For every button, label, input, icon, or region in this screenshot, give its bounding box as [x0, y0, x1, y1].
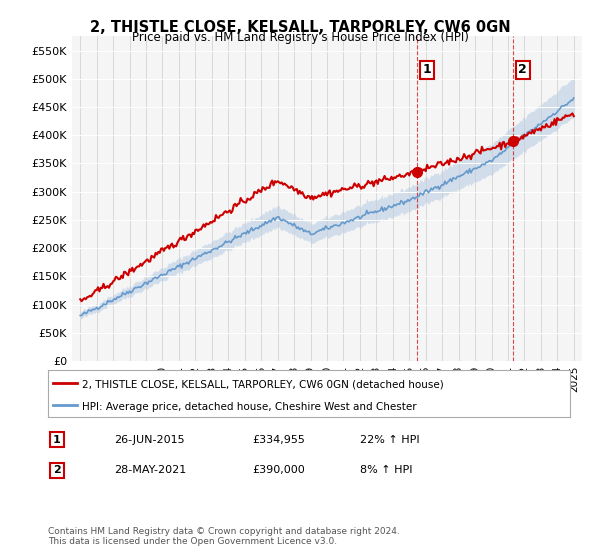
Text: 2: 2 — [53, 465, 61, 475]
Text: 8% ↑ HPI: 8% ↑ HPI — [360, 465, 413, 475]
Text: 2, THISTLE CLOSE, KELSALL, TARPORLEY, CW6 0GN (detached house): 2, THISTLE CLOSE, KELSALL, TARPORLEY, CW… — [82, 380, 443, 390]
Text: 22% ↑ HPI: 22% ↑ HPI — [360, 435, 419, 445]
Text: 2, THISTLE CLOSE, KELSALL, TARPORLEY, CW6 0GN: 2, THISTLE CLOSE, KELSALL, TARPORLEY, CW… — [89, 20, 511, 35]
Text: Price paid vs. HM Land Registry's House Price Index (HPI): Price paid vs. HM Land Registry's House … — [131, 31, 469, 44]
Text: £390,000: £390,000 — [252, 465, 305, 475]
Text: £334,955: £334,955 — [252, 435, 305, 445]
Text: 28-MAY-2021: 28-MAY-2021 — [114, 465, 186, 475]
Text: 2: 2 — [518, 63, 527, 76]
Text: HPI: Average price, detached house, Cheshire West and Chester: HPI: Average price, detached house, Ches… — [82, 402, 416, 412]
Text: 1: 1 — [422, 63, 431, 76]
Text: 26-JUN-2015: 26-JUN-2015 — [114, 435, 185, 445]
Text: 1: 1 — [53, 435, 61, 445]
Text: Contains HM Land Registry data © Crown copyright and database right 2024.
This d: Contains HM Land Registry data © Crown c… — [48, 526, 400, 546]
